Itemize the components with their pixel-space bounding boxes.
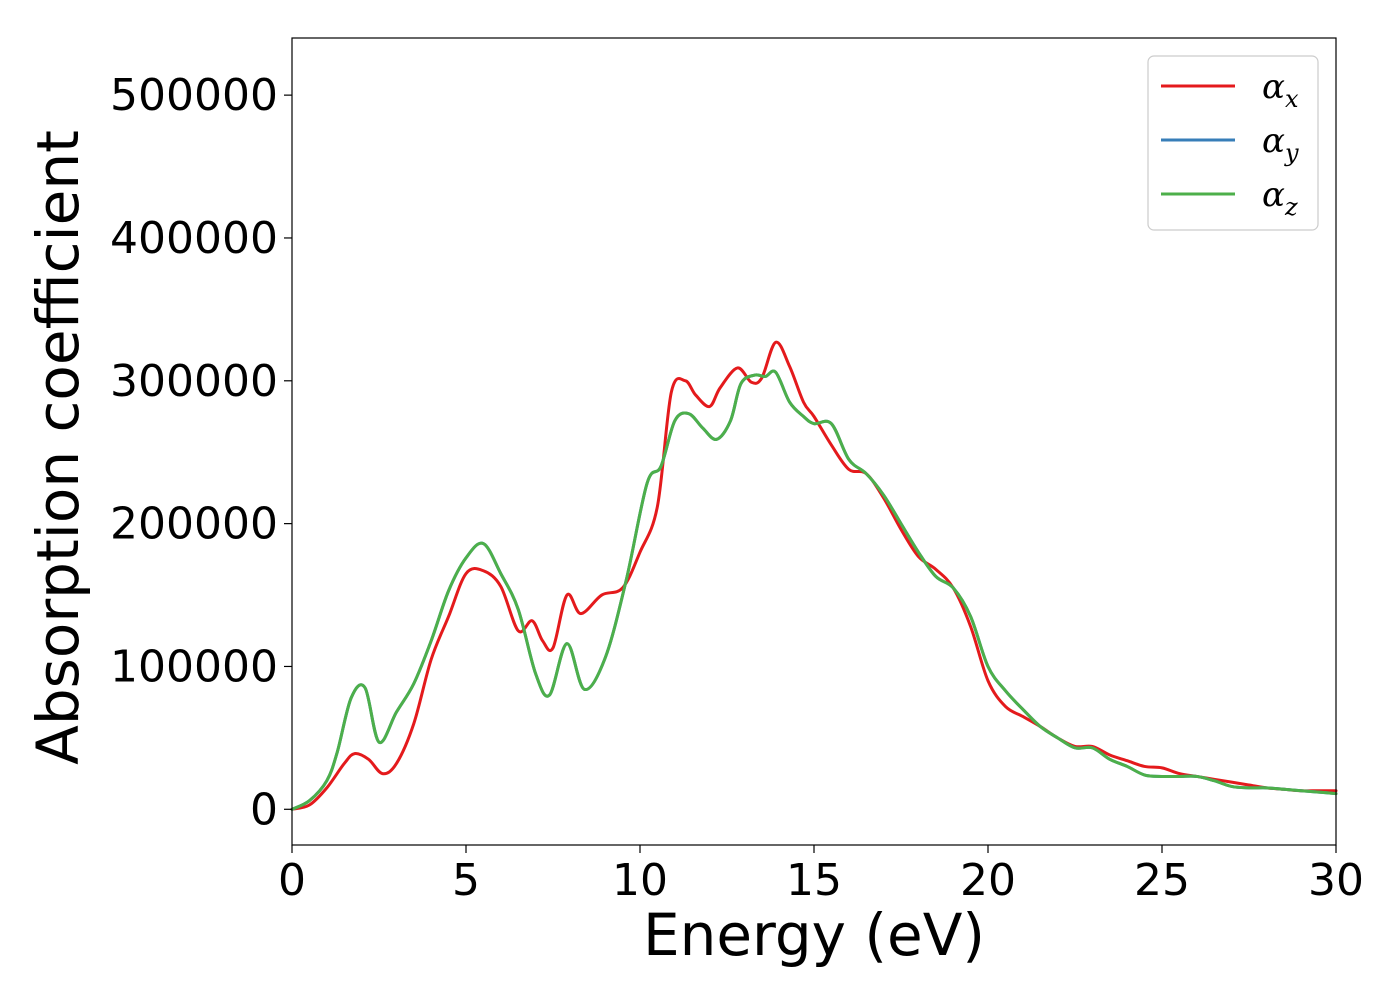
series-line-x	[290, 340, 1338, 811]
x-tick-label: 20	[960, 855, 1016, 906]
x-axis-label: Energy (eV)	[643, 901, 985, 969]
y-tick-label: 500000	[110, 70, 278, 121]
y-tick-label: 300000	[110, 356, 278, 407]
y-axis-label: Absorption coefficient	[24, 130, 92, 765]
legend-label-x: αx	[1262, 67, 1299, 113]
x-tick-label: 5	[452, 855, 480, 906]
y-tick-label: 100000	[110, 641, 278, 692]
x-tick-label: 30	[1308, 855, 1364, 906]
x-tick-label: 15	[786, 855, 842, 906]
x-tick-label: 0	[278, 855, 306, 906]
y-axis: 0 100000 200000 300000 400000 500000	[110, 70, 292, 835]
legend-box	[1147, 55, 1319, 231]
y-tick-label: 400000	[110, 213, 278, 264]
series-layer	[290, 340, 1338, 811]
legend-label-z: αz	[1262, 175, 1298, 221]
series-line-z	[290, 369, 1338, 811]
legend: αx αy αz	[1147, 55, 1319, 231]
y-tick-label: 0	[250, 784, 278, 835]
x-tick-label: 10	[612, 855, 668, 906]
legend-label-y: αy	[1262, 121, 1299, 167]
x-tick-label: 25	[1134, 855, 1190, 906]
x-axis: 0 5 10 15 20 25 30	[278, 845, 1364, 906]
y-tick-label: 200000	[110, 499, 278, 550]
